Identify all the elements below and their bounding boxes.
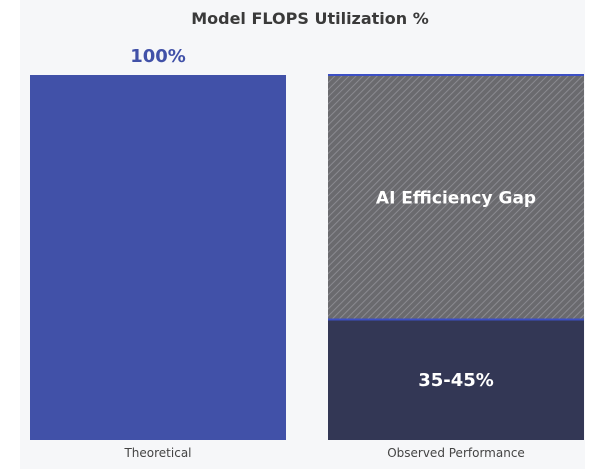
data-label-observed: 35-45% bbox=[418, 370, 494, 391]
bar-observed-performance bbox=[328, 319, 584, 440]
category-label: Observed Performance bbox=[387, 446, 525, 460]
gap-region bbox=[328, 75, 584, 320]
bar-theoretical bbox=[30, 75, 286, 440]
chart-title: Model FLOPS Utilization % bbox=[191, 9, 429, 28]
gap-label: AI Efficiency Gap bbox=[376, 188, 536, 208]
category-label: Theoretical bbox=[123, 446, 191, 460]
bars-layer: 100% Theoretical AI Efficiency Gap 35-45% Ob… bbox=[30, 46, 584, 460]
data-label-theoretical: 100% bbox=[130, 46, 186, 67]
